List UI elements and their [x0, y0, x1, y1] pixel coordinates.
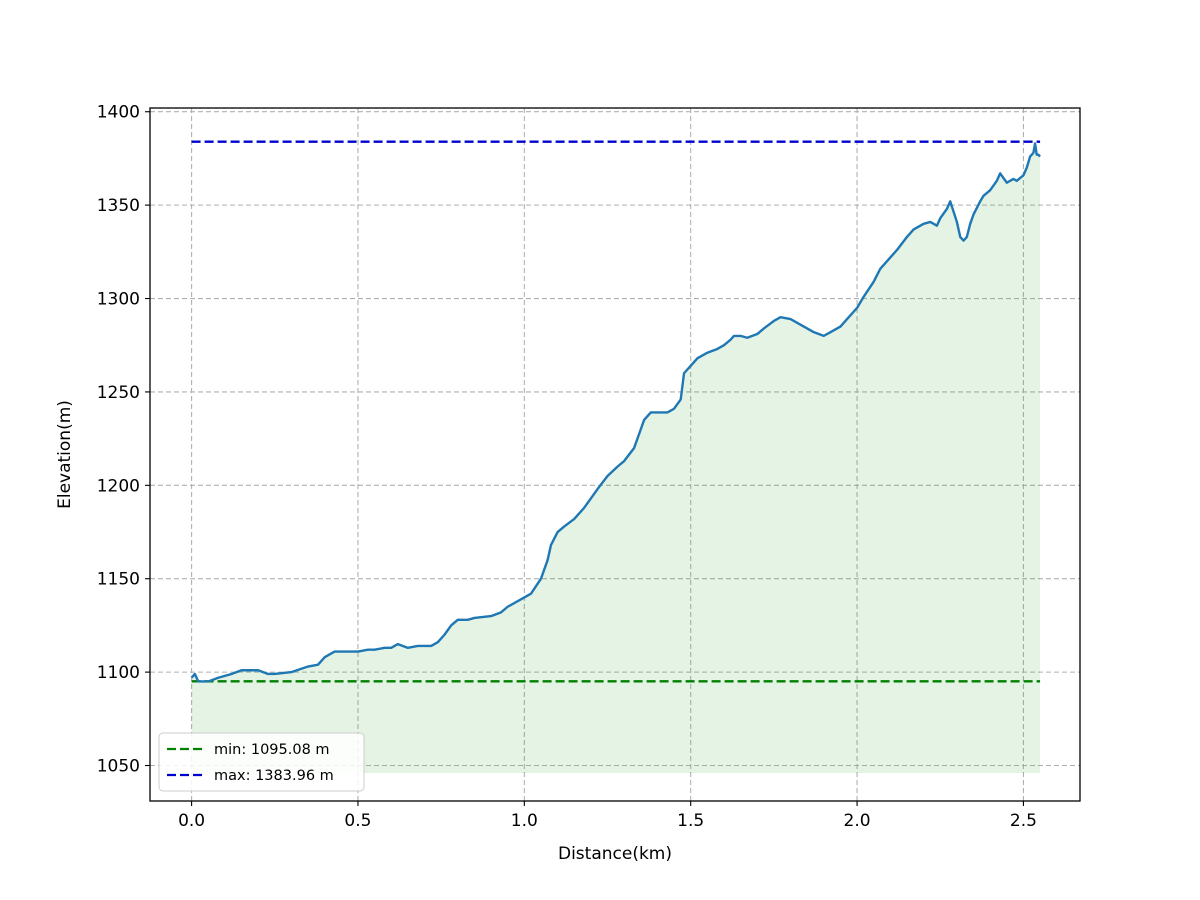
elevation-profile-line: [190, 142, 1041, 683]
axes-frame: [149, 107, 1081, 802]
x-tick-label: 0.0: [178, 811, 205, 831]
y-tick-label: 1250: [97, 383, 140, 403]
x-tick-label: 0.5: [344, 811, 371, 831]
y-tick-label: 1300: [97, 290, 140, 310]
elevation-area-fill: [191, 143, 1041, 773]
y-tick-label: 1400: [97, 103, 140, 123]
x-tick-label: 1.0: [511, 811, 538, 831]
legend-max-label: max: 1383.96 m: [214, 768, 334, 784]
x-tick-label: 1.5: [677, 811, 704, 831]
x-axis-label: Distance(km): [558, 844, 672, 864]
y-tick-label: 1150: [97, 570, 140, 590]
y-axis-ticks: 1050 1100 1150 1200 1250 1300 1350 1400: [97, 103, 150, 777]
y-tick-label: 1350: [97, 196, 140, 216]
x-axis-ticks: 0.0 0.5 1.0 1.5 2.0 2.5: [178, 801, 1037, 831]
legend-min-label: min: 1095.08 m: [214, 742, 330, 758]
y-tick-label: 1100: [97, 663, 140, 683]
x-tick-label: 2.0: [844, 811, 871, 831]
legend-box: [158, 732, 365, 792]
y-tick-label: 1050: [97, 757, 140, 777]
legend: min: 1095.08 m max: 1383.96 m: [158, 732, 365, 792]
y-axis-label: Elevation(m): [55, 400, 75, 509]
y-tick-label: 1200: [97, 476, 140, 496]
x-tick-label: 2.5: [1010, 811, 1037, 831]
